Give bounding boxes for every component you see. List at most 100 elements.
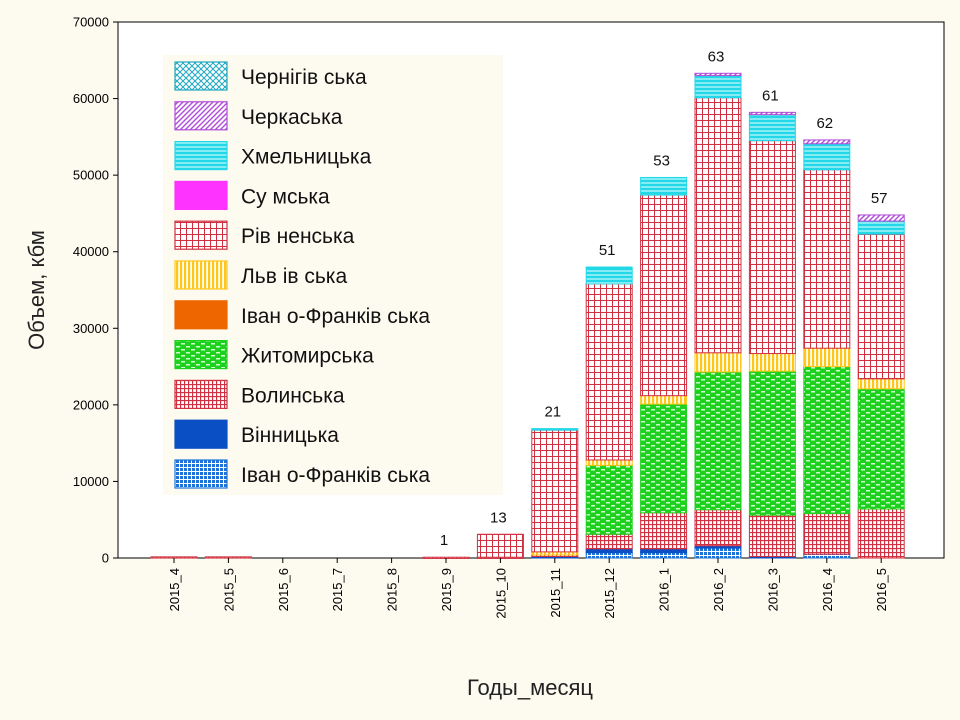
- legend-swatch: [174, 141, 228, 171]
- x-tick-label: 2015_10: [493, 568, 508, 619]
- bar-total-label-bg: [809, 111, 844, 132]
- bar-total-label-bg: [483, 506, 518, 527]
- bar-total-label-bg: [864, 186, 899, 207]
- bar-segment: [640, 403, 688, 514]
- bar-segment: [585, 552, 633, 559]
- bar-total-label-bg: [592, 239, 627, 260]
- x-tick-label: 2016_1: [657, 568, 672, 611]
- bar-total-label-bg: [755, 84, 790, 105]
- bar-segment: [803, 553, 851, 559]
- legend-item-label: Хмельницька: [241, 146, 372, 169]
- x-tick-label: 2015_9: [439, 568, 454, 611]
- bar-segment: [748, 370, 796, 516]
- bar-segment: [640, 194, 688, 397]
- bar-segment: [640, 548, 688, 554]
- legend-swatch: [174, 379, 228, 409]
- bar-total-label-bg: [429, 529, 463, 550]
- bar-segment: [204, 556, 252, 559]
- legend-swatch: [174, 61, 228, 91]
- bar-segment: [694, 75, 742, 99]
- legend-swatch: [174, 300, 228, 330]
- y-axis: 0 10000 20000 30000 40000 50000 60000 70000: [73, 15, 118, 566]
- y-tick-label: 30000: [73, 321, 109, 336]
- bar-segment: [585, 464, 633, 535]
- x-tick-label: 2015_11: [548, 568, 563, 618]
- legend-swatch: [174, 220, 228, 250]
- x-tick-label: 2016_5: [874, 568, 889, 611]
- bar-segment: [748, 514, 796, 557]
- bar-segment: [585, 548, 633, 554]
- bar-segment: [585, 459, 633, 466]
- bar-segment: [857, 508, 905, 559]
- legend-swatch: [174, 419, 228, 449]
- legend-item-label: Іван о-Франків ська: [241, 464, 430, 487]
- x-tick-label: 2016_2: [711, 568, 726, 611]
- legend-item-label: Волинська: [241, 384, 345, 407]
- legend-item-label: Су мська: [241, 185, 330, 208]
- bar-segment: [803, 366, 851, 515]
- bar-segment: [640, 552, 688, 559]
- x-tick-label: 2015_12: [602, 568, 617, 619]
- x-tick-label: 2015_5: [221, 568, 236, 611]
- bar-segment: [694, 371, 742, 511]
- bar-segment: [694, 72, 742, 77]
- bars-layer: [150, 72, 905, 559]
- y-tick-label: 50000: [73, 168, 109, 183]
- x-tick-label: 2016_3: [765, 568, 780, 611]
- bar-total-label: 57: [871, 190, 888, 207]
- legend-item-label: Черкаська: [241, 106, 343, 129]
- bar-segment: [857, 378, 905, 390]
- bar-segment: [694, 509, 742, 547]
- bar-total-label: 1: [440, 532, 448, 549]
- bar-segment: [857, 220, 905, 235]
- bar-segment: [640, 512, 688, 550]
- y-tick-label: 40000: [73, 244, 109, 259]
- bar-total-label: 21: [544, 404, 561, 421]
- y-tick-label: 60000: [73, 91, 109, 106]
- x-axis: 2015_4 2015_5 2015_6 2015_7 2015_8 2015_9 2015…: [167, 558, 889, 619]
- legend: Чернігів ська Черкаська Хмельницька Су мськ…: [163, 55, 503, 495]
- bar-segment: [694, 97, 742, 354]
- legend-item-label: Чернігів ська: [241, 66, 367, 89]
- bar-segment: [803, 143, 851, 171]
- legend-item-label: Льв ів ська: [241, 265, 347, 288]
- bar-segment: [585, 266, 633, 285]
- bar-total-label-bg: [701, 45, 735, 66]
- bar-segment: [857, 214, 905, 222]
- bar-segment: [857, 388, 905, 510]
- bar-total-label-bg: [646, 149, 681, 170]
- bar-segment: [803, 513, 851, 555]
- bar-segment: [640, 395, 688, 405]
- y-tick-label: 0: [102, 551, 109, 566]
- x-axis-label: Годы_месяц: [467, 675, 593, 700]
- legend-item-label: Житомирська: [241, 345, 374, 368]
- y-axis-label: Объем, кбм: [24, 230, 49, 350]
- bar-segment: [748, 114, 796, 142]
- bar-segment: [585, 533, 633, 550]
- bar-total-labels: 1 13 21 51 53 63 61 62 57: [429, 45, 899, 550]
- bar-total-label: 51: [599, 242, 616, 259]
- legend-swatch: [174, 101, 228, 131]
- y-tick-label: 70000: [73, 15, 109, 30]
- bar-total-label: 61: [762, 87, 779, 104]
- legend-item-label: Рів ненська: [241, 225, 355, 248]
- bar-segment: [694, 352, 742, 373]
- bar-total-label: 62: [816, 115, 833, 132]
- bar-segment: [585, 283, 633, 461]
- bar-segment: [748, 353, 796, 372]
- bar-segment: [803, 347, 851, 368]
- legend-item-label: Вінницька: [241, 424, 339, 447]
- bar-segment: [640, 176, 688, 196]
- bar-segment: [476, 533, 524, 558]
- bar-segment: [857, 233, 905, 380]
- legend-swatch: [174, 340, 228, 370]
- bar-total-label: 13: [490, 509, 507, 526]
- legend-swatch: [174, 180, 228, 210]
- y-tick-label: 10000: [73, 474, 109, 489]
- y-tick-label: 20000: [73, 397, 109, 412]
- bar-segment: [803, 139, 851, 145]
- x-tick-label: 2015_4: [167, 568, 182, 611]
- legend-swatch: [174, 459, 228, 489]
- bar-segment: [694, 547, 742, 559]
